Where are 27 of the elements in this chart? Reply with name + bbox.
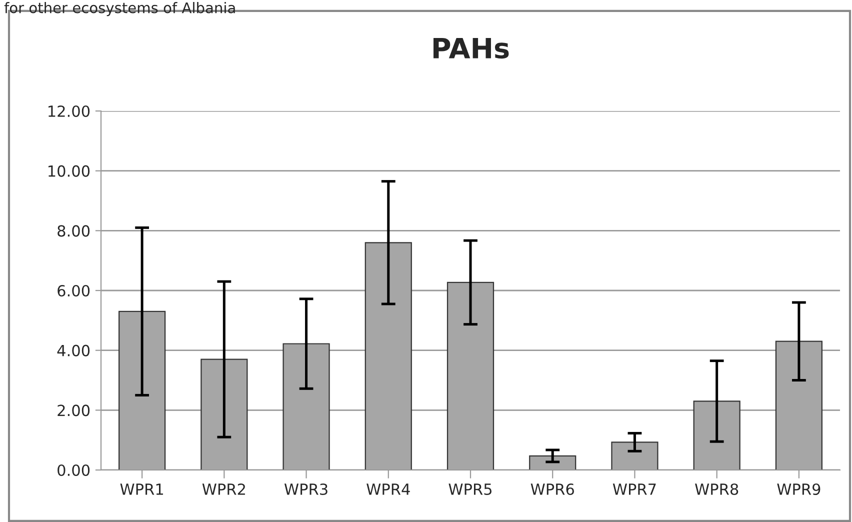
x-tick-label: WPR1 xyxy=(120,484,163,495)
y-tick-label: 0.00 xyxy=(58,464,90,476)
text: for other ecosystems of Albania xyxy=(4,2,235,16)
bar xyxy=(693,400,740,470)
y-tick-label: 8.00 xyxy=(58,225,90,237)
x-tick-label: WPR7 xyxy=(612,484,656,495)
x-tick-label: WPR4 xyxy=(366,484,410,495)
bar xyxy=(200,358,248,470)
x-tick-label: WPR2 xyxy=(202,483,245,495)
y-tick-label: 10.00 xyxy=(48,165,90,177)
x-tick-label: WPR5 xyxy=(448,484,492,496)
bar xyxy=(364,242,412,470)
chart-title: PAHs xyxy=(434,38,509,59)
y-tick-label: 6.00 xyxy=(58,284,90,297)
x-tick-label: WPR8 xyxy=(695,483,738,496)
bar xyxy=(529,455,576,470)
y-tick-label: 2.00 xyxy=(58,404,90,416)
bar xyxy=(118,310,166,470)
x-tick-label: WPR3 xyxy=(284,483,328,496)
y-tick-label: 4.00 xyxy=(57,344,90,356)
bar xyxy=(611,442,658,470)
y-tick-label: 12.00 xyxy=(48,105,90,118)
bar xyxy=(282,343,330,470)
bar xyxy=(775,340,822,470)
x-tick-label: WPR9 xyxy=(777,483,820,496)
bar xyxy=(446,282,494,470)
x-tick-label: WPR6 xyxy=(530,483,574,496)
